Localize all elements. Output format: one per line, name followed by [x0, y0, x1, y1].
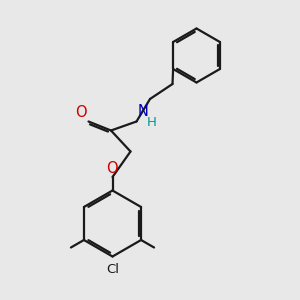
Text: O: O [75, 105, 87, 120]
Text: H: H [147, 116, 157, 129]
Text: O: O [106, 161, 118, 176]
Text: Cl: Cl [106, 263, 119, 276]
Text: N: N [138, 104, 149, 119]
